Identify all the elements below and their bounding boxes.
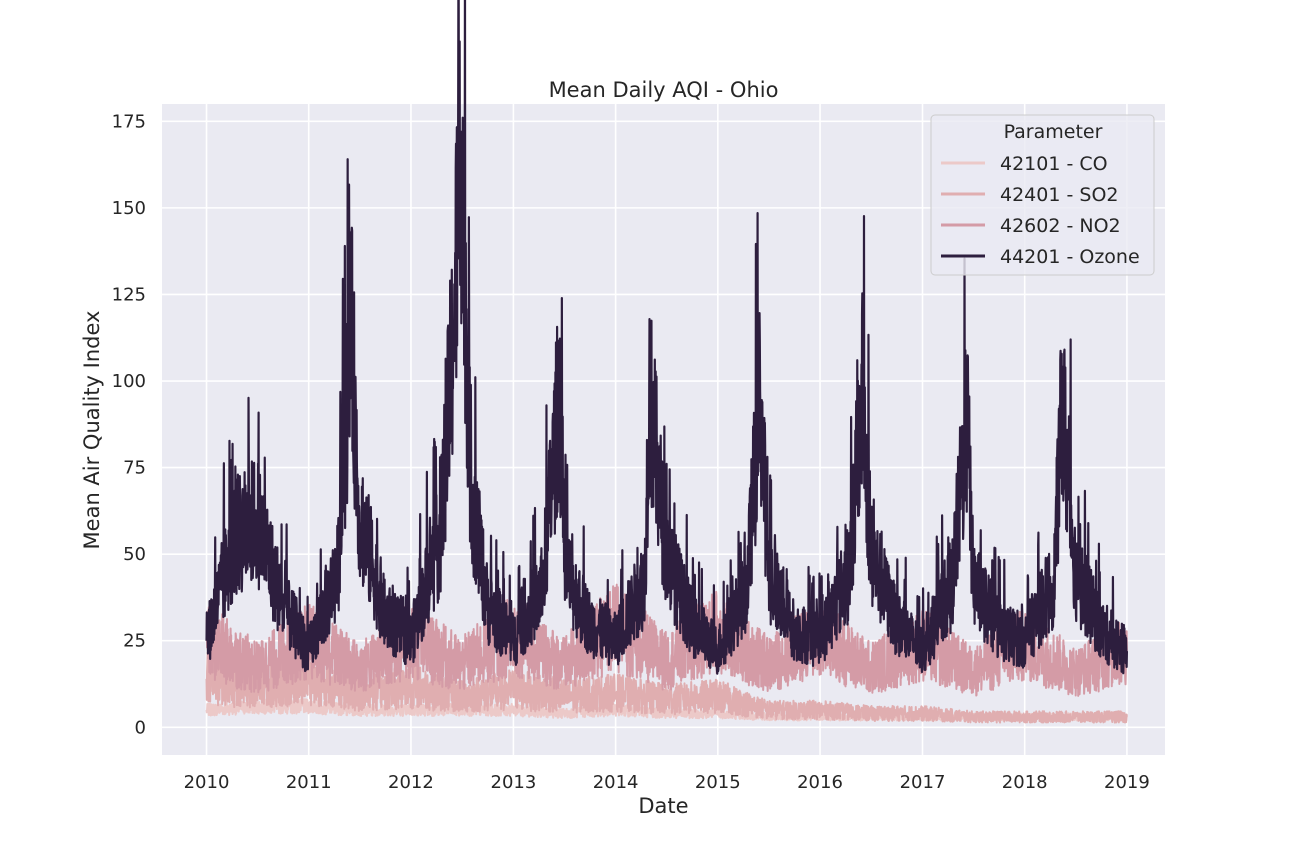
legend-entry-label: 42101 - CO bbox=[1000, 153, 1108, 175]
y-tick-label: 75 bbox=[123, 458, 146, 479]
y-tick-label: 25 bbox=[123, 631, 146, 652]
y-tick-labels: 0 25 50 75 100 125 150 175 bbox=[112, 111, 146, 738]
series-line bbox=[205, 583, 1128, 697]
legend-title: Parameter bbox=[1004, 121, 1103, 143]
series-line bbox=[205, 651, 1128, 724]
y-axis-label: Mean Air Quality Index bbox=[80, 311, 104, 550]
y-tick-label: 175 bbox=[112, 111, 146, 132]
legend-entry-label: 42602 - NO2 bbox=[1000, 215, 1121, 237]
legend-box bbox=[930, 114, 1155, 276]
legend-entry-label: 44201 - Ozone bbox=[1000, 246, 1140, 268]
x-tick-label: 2010 bbox=[184, 772, 230, 793]
y-tick-label: 0 bbox=[135, 717, 146, 738]
x-tick-label: 2011 bbox=[286, 772, 332, 793]
chart-title: Mean Daily AQI - Ohio bbox=[549, 78, 779, 102]
x-tick-label: 2016 bbox=[797, 772, 843, 793]
series-layer bbox=[205, 0, 1129, 724]
legend: Parameter 42101 - CO 42401 - SO2 42602 - N… bbox=[930, 114, 1155, 276]
x-tick-label: 2014 bbox=[593, 772, 639, 793]
x-tick-label: 2012 bbox=[388, 772, 434, 793]
x-tick-label: 2019 bbox=[1104, 772, 1150, 793]
y-tick-label: 150 bbox=[112, 198, 146, 219]
x-tick-label: 2015 bbox=[695, 772, 741, 793]
legend-entry-label: 42401 - SO2 bbox=[1000, 184, 1118, 206]
x-tick-label: 2018 bbox=[1002, 772, 1048, 793]
x-tick-label: 2017 bbox=[900, 772, 946, 793]
x-tick-labels: 2010 2011 2012 2013 2014 2015 2016 2017 2018 2019 bbox=[184, 772, 1150, 793]
x-axis-label: Date bbox=[638, 794, 688, 818]
y-tick-label: 125 bbox=[112, 284, 146, 305]
y-tick-label: 100 bbox=[112, 371, 146, 392]
series-line bbox=[205, 0, 1129, 675]
y-tick-label: 50 bbox=[123, 544, 146, 565]
x-tick-label: 2013 bbox=[491, 772, 537, 793]
